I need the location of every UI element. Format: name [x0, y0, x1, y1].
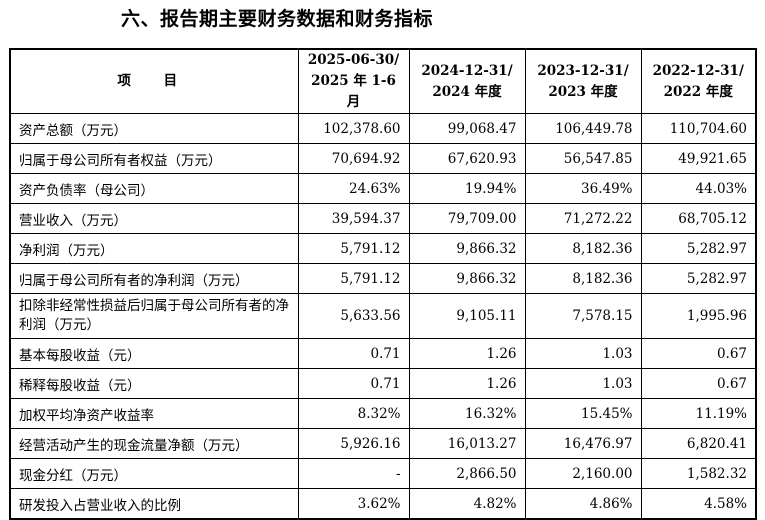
- row-value: 5,791.12: [297, 233, 410, 264]
- row-value: 68,705.12: [640, 203, 757, 234]
- header-col-2023: 2023-12-31/ 2023 年度: [524, 48, 642, 114]
- row-label: 加权平均净资产收益率: [9, 398, 299, 429]
- row-value: 44.03%: [640, 173, 757, 204]
- row-value: 4.82%: [408, 488, 526, 520]
- row-value: 1.03: [524, 338, 642, 369]
- table-row: 现金分红（万元） -2,866.50 2,160.00 1,582.32: [9, 458, 757, 489]
- table-row: 研发投入占营业收入的比例 3.62% 4.82% 4.86% 4.58%: [9, 488, 757, 520]
- row-value: 7,578.15: [524, 293, 642, 339]
- row-value: 16,476.97: [524, 428, 642, 459]
- row-value: 36.49%: [524, 173, 642, 204]
- row-value: 8,182.36: [524, 263, 642, 294]
- row-label: 基本每股收益（元）: [9, 338, 299, 369]
- row-label: 资产总额（万元）: [9, 113, 299, 144]
- row-label: 稀释每股收益（元）: [9, 368, 299, 399]
- row-value: 1.03: [524, 368, 642, 399]
- row-label: 资产负债率（母公司）: [9, 173, 299, 204]
- row-value: 0.71: [297, 368, 410, 399]
- row-value: 5,791.12: [297, 263, 410, 294]
- row-value: 16,013.27: [408, 428, 526, 459]
- row-value: 6,820.41: [640, 428, 757, 459]
- row-label: 扣除非经常性损益后归属于母公司所有者的净利润（万元）: [9, 293, 299, 339]
- row-value: 16.32%: [408, 398, 526, 429]
- header-col-line2: 2024 年度: [432, 83, 502, 100]
- row-value: 70,694.92: [297, 143, 410, 174]
- row-value: 15.45%: [524, 398, 642, 429]
- row-value: 79,709.00: [408, 203, 526, 234]
- header-col-line2: 2023 年度: [548, 83, 618, 100]
- row-value: 1.26: [408, 368, 526, 399]
- row-label: 营业收入（万元）: [9, 203, 299, 234]
- header-col-line1: 2024-12-31/: [421, 62, 513, 79]
- row-value: 106,449.78: [524, 113, 642, 144]
- row-label: 现金分红（万元）: [9, 458, 299, 489]
- table-row: 资产负债率（母公司） 24.63% 19.94% 36.49% 44.03%: [9, 173, 757, 204]
- header-col-line1: 2023-12-31/: [537, 62, 629, 79]
- row-value: -: [297, 458, 410, 489]
- table-row: 加权平均净资产收益率 8.32% 16.32% 15.45% 11.19%: [9, 398, 757, 429]
- row-value: 0.71: [297, 338, 410, 369]
- table-row: 归属于母公司所有者权益（万元） 70,694.92 67,620.93 56,547.…: [9, 143, 757, 174]
- row-value: 0.67: [640, 368, 757, 399]
- table-row: 基本每股收益（元） 0.71 1.26 1.03 0.67: [9, 338, 757, 369]
- header-col-line2: 2022 年度: [663, 83, 733, 100]
- header-item: 项 目: [9, 48, 299, 114]
- row-value: 8.32%: [297, 398, 410, 429]
- row-value: 2,866.50: [408, 458, 526, 489]
- row-value: 5,926.16: [297, 428, 410, 459]
- row-value: 56,547.85: [524, 143, 642, 174]
- header-col-2025h1: 2025-06-30/ 2025 年 1-6 月: [297, 48, 410, 114]
- row-value: 2,160.00: [524, 458, 642, 489]
- row-label: 归属于母公司所有者的净利润（万元）: [9, 263, 299, 294]
- row-value: 8,182.36: [524, 233, 642, 264]
- row-value: 4.86%: [524, 488, 642, 520]
- row-value: 99,068.47: [408, 113, 526, 144]
- table-body: 资产总额（万元） 102,378.60 99,068.47 106,449.78 110…: [9, 113, 757, 520]
- row-value: 5,282.97: [640, 263, 757, 294]
- table-header-row: 项 目 2025-06-30/ 2025 年 1-6 月 2024-12-31/…: [9, 48, 757, 114]
- table-row: 归属于母公司所有者的净利润（万元） 5,791.12 9,866.32 8,182.3…: [9, 263, 757, 294]
- financial-indicators-table: 项 目 2025-06-30/ 2025 年 1-6 月 2024-12-31/…: [9, 48, 757, 520]
- row-value: 9,866.32: [408, 233, 526, 264]
- row-value: 19.94%: [408, 173, 526, 204]
- section-title: 六、报告期主要财务数据和财务指标: [121, 8, 434, 30]
- row-value: 5,633.56: [297, 293, 410, 339]
- row-label: 研发投入占营业收入的比例: [9, 488, 299, 520]
- row-value: 24.63%: [297, 173, 410, 204]
- table-row: 扣除非经常性损益后归属于母公司所有者的净利润（万元） 5,633.56 9,105.…: [9, 293, 757, 339]
- row-value: 67,620.93: [408, 143, 526, 174]
- row-label: 净利润（万元）: [9, 233, 299, 264]
- row-label: 归属于母公司所有者权益（万元）: [9, 143, 299, 174]
- row-value: 11.19%: [640, 398, 757, 429]
- row-value: 110,704.60: [640, 113, 757, 144]
- row-value: 102,378.60: [297, 113, 410, 144]
- header-col-2022: 2022-12-31/ 2022 年度: [640, 48, 757, 114]
- table-row: 资产总额（万元） 102,378.60 99,068.47 106,449.78 110…: [9, 113, 757, 144]
- row-value: 1.26: [408, 338, 526, 369]
- row-value: 5,282.97: [640, 233, 757, 264]
- row-value: 9,866.32: [408, 263, 526, 294]
- header-col-2024: 2024-12-31/ 2024 年度: [408, 48, 526, 114]
- table-row: 经营活动产生的现金流量净额（万元） 5,926.16 16,013.27 16,476…: [9, 428, 757, 459]
- header-col-line1: 2022-12-31/: [652, 62, 744, 79]
- header-col-line2: 2025 年 1-6 月: [311, 73, 396, 110]
- row-value: 0.67: [640, 338, 757, 369]
- row-value: 9,105.11: [408, 293, 526, 339]
- row-value: 1,582.32: [640, 458, 757, 489]
- row-value: 4.58%: [640, 488, 757, 520]
- table-row: 净利润（万元） 5,791.12 9,866.32 8,182.36 5,282.97: [9, 233, 757, 264]
- header-col-line1: 2025-06-30/: [307, 52, 400, 68]
- row-value: 1,995.96: [640, 293, 757, 339]
- row-value: 39,594.37: [297, 203, 410, 234]
- row-value: 71,272.22: [524, 203, 642, 234]
- row-label: 经营活动产生的现金流量净额（万元）: [9, 428, 299, 459]
- row-value: 49,921.65: [640, 143, 757, 174]
- table-row: 营业收入（万元） 39,594.37 79,709.00 71,272.22 68,70…: [9, 203, 757, 234]
- row-value: 3.62%: [297, 488, 410, 520]
- table-row: 稀释每股收益（元） 0.71 1.26 1.03 0.67: [9, 368, 757, 399]
